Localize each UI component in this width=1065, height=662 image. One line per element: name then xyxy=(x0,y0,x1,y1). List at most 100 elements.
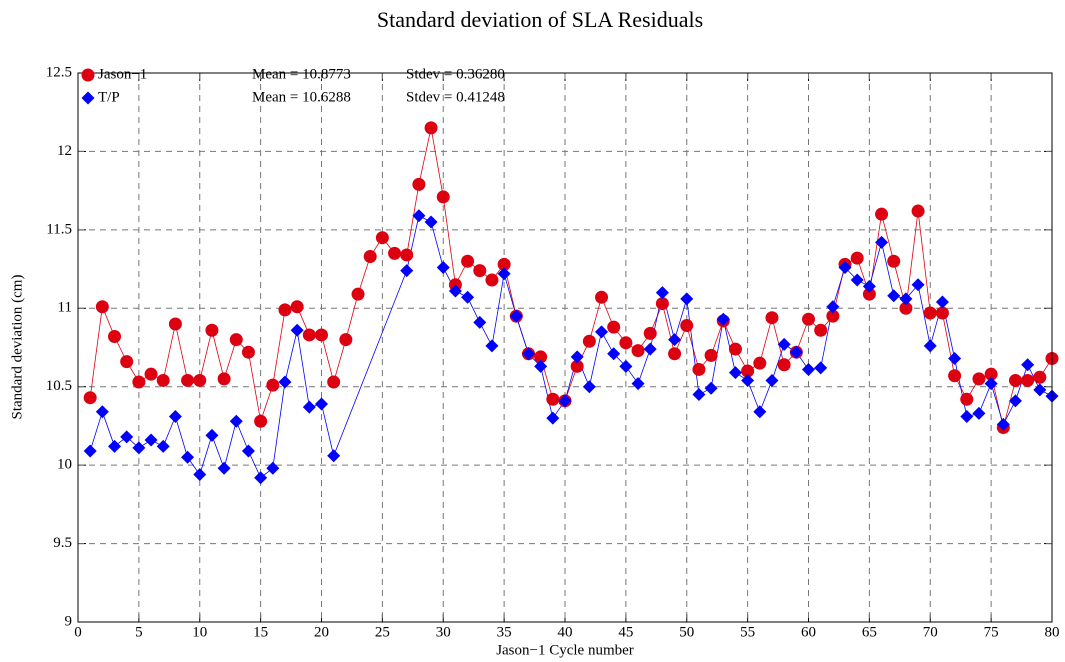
point xyxy=(704,381,718,395)
point xyxy=(741,373,755,387)
point xyxy=(862,287,876,301)
annotation: Mean = 10.6288 xyxy=(252,89,351,105)
y-tick-label: 11.5 xyxy=(46,221,72,237)
point xyxy=(266,378,280,392)
point xyxy=(497,267,511,281)
point xyxy=(765,311,779,325)
point xyxy=(862,279,876,293)
x-tick-label: 55 xyxy=(740,624,755,640)
point xyxy=(899,292,913,306)
point xyxy=(887,289,901,303)
point xyxy=(521,347,535,361)
point xyxy=(655,297,669,311)
point xyxy=(254,414,268,428)
point xyxy=(546,411,560,425)
legend-label: T/P xyxy=(98,89,120,105)
point xyxy=(558,394,572,408)
point xyxy=(704,348,718,362)
point xyxy=(108,439,122,453)
point xyxy=(217,372,231,386)
point xyxy=(838,261,852,275)
point xyxy=(132,375,146,389)
point xyxy=(850,251,864,265)
point xyxy=(875,207,889,221)
point xyxy=(193,468,207,482)
point xyxy=(412,177,426,191)
point xyxy=(789,345,803,359)
point xyxy=(1033,383,1047,397)
point xyxy=(899,301,913,315)
point xyxy=(485,273,499,287)
point xyxy=(144,433,158,447)
point xyxy=(655,286,669,300)
x-tick-label: 80 xyxy=(1045,624,1060,640)
point xyxy=(1033,370,1047,384)
point xyxy=(400,264,414,278)
point xyxy=(850,273,864,287)
point xyxy=(631,344,645,358)
point xyxy=(668,333,682,347)
point xyxy=(643,342,657,356)
point xyxy=(668,347,682,361)
point xyxy=(497,257,511,271)
point xyxy=(509,309,523,323)
point xyxy=(802,362,815,376)
x-tick-label: 50 xyxy=(679,624,694,640)
point xyxy=(814,323,828,337)
point xyxy=(436,261,450,275)
point xyxy=(619,336,633,350)
x-tick-label: 0 xyxy=(74,624,82,640)
point xyxy=(777,337,791,351)
point xyxy=(266,461,280,475)
point xyxy=(473,264,487,278)
x-tick-label: 35 xyxy=(497,624,512,640)
x-tick-label: 10 xyxy=(192,624,207,640)
point xyxy=(278,303,292,317)
plot xyxy=(83,121,1059,485)
point xyxy=(120,430,134,444)
x-tick-label: 30 xyxy=(436,624,451,640)
point xyxy=(302,328,316,342)
point xyxy=(290,323,304,337)
point xyxy=(716,312,730,326)
point xyxy=(546,392,560,406)
point xyxy=(156,373,170,387)
point xyxy=(607,320,621,334)
point xyxy=(631,377,645,391)
point xyxy=(595,290,609,304)
point xyxy=(95,405,109,419)
point xyxy=(972,406,986,420)
x-tick-label: 15 xyxy=(253,624,268,640)
point xyxy=(400,248,414,262)
point xyxy=(412,209,426,223)
point xyxy=(168,410,182,424)
point xyxy=(984,377,998,391)
point xyxy=(241,444,255,458)
point xyxy=(570,359,584,373)
point xyxy=(315,397,328,411)
y-tick-label: 10 xyxy=(57,457,72,473)
point xyxy=(217,461,231,475)
point xyxy=(765,373,779,387)
point xyxy=(1008,373,1022,387)
point xyxy=(680,292,694,306)
point xyxy=(278,375,292,389)
point xyxy=(911,204,925,218)
point xyxy=(692,362,706,376)
point xyxy=(826,309,840,323)
point xyxy=(302,400,316,414)
x-tick-label: 70 xyxy=(923,624,938,640)
point xyxy=(753,405,767,419)
y-tick-label: 9.5 xyxy=(53,535,72,551)
point xyxy=(485,339,499,353)
point xyxy=(875,235,889,249)
x-axis-label: Jason−1 Cycle number xyxy=(496,642,634,658)
point xyxy=(948,351,962,365)
point xyxy=(448,284,462,298)
point xyxy=(680,319,694,333)
point xyxy=(144,367,158,381)
point xyxy=(826,300,840,314)
x-tick-label: 40 xyxy=(558,624,573,640)
point xyxy=(436,190,450,204)
